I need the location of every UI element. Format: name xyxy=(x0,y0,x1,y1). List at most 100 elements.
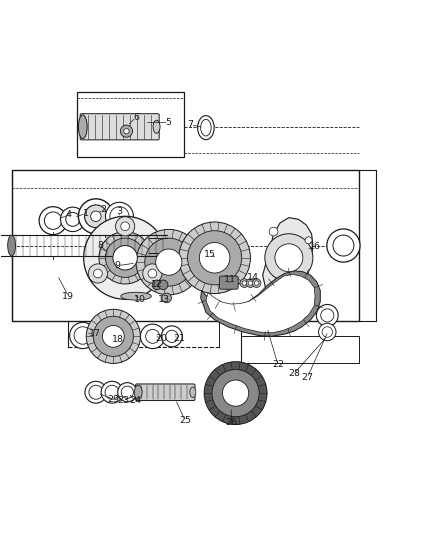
Text: 22: 22 xyxy=(272,360,284,369)
Text: 19: 19 xyxy=(62,292,74,301)
Circle shape xyxy=(254,281,259,285)
Circle shape xyxy=(265,234,313,282)
Circle shape xyxy=(121,386,134,398)
Circle shape xyxy=(106,238,145,277)
Circle shape xyxy=(60,207,85,231)
Circle shape xyxy=(102,326,124,348)
Ellipse shape xyxy=(134,385,142,399)
Polygon shape xyxy=(77,92,184,157)
Circle shape xyxy=(88,264,107,283)
Circle shape xyxy=(152,280,162,289)
Circle shape xyxy=(91,211,101,222)
Polygon shape xyxy=(12,171,359,321)
Ellipse shape xyxy=(153,120,160,133)
Circle shape xyxy=(118,383,137,402)
Circle shape xyxy=(302,284,311,293)
Ellipse shape xyxy=(121,292,151,300)
Text: 7: 7 xyxy=(187,120,194,129)
Text: 20: 20 xyxy=(155,334,167,343)
Text: 2: 2 xyxy=(100,205,106,214)
Circle shape xyxy=(85,381,107,403)
Circle shape xyxy=(116,217,135,236)
Circle shape xyxy=(66,212,80,227)
Text: 3: 3 xyxy=(117,207,123,216)
Circle shape xyxy=(143,264,162,283)
Text: 29: 29 xyxy=(107,395,119,403)
Text: 13: 13 xyxy=(159,295,170,304)
Circle shape xyxy=(148,269,157,278)
Text: 1: 1 xyxy=(83,209,89,218)
Circle shape xyxy=(179,222,251,294)
Circle shape xyxy=(93,316,134,357)
Circle shape xyxy=(333,235,354,256)
Circle shape xyxy=(187,231,242,285)
Ellipse shape xyxy=(78,115,87,139)
Circle shape xyxy=(85,205,107,228)
Circle shape xyxy=(106,203,134,230)
Text: 14: 14 xyxy=(247,273,259,282)
Circle shape xyxy=(155,249,182,275)
Text: 5: 5 xyxy=(166,118,172,127)
Circle shape xyxy=(89,385,103,399)
Circle shape xyxy=(199,243,230,273)
Text: 21: 21 xyxy=(173,334,185,343)
Text: 23: 23 xyxy=(118,397,130,406)
Circle shape xyxy=(114,247,136,269)
Text: 28: 28 xyxy=(288,369,300,378)
Text: 6: 6 xyxy=(133,112,139,122)
Circle shape xyxy=(145,238,193,286)
Circle shape xyxy=(321,309,334,322)
Circle shape xyxy=(70,322,96,349)
Circle shape xyxy=(322,327,332,337)
Circle shape xyxy=(78,199,113,234)
Circle shape xyxy=(74,327,92,344)
Circle shape xyxy=(212,369,259,417)
Text: 10: 10 xyxy=(134,295,146,304)
Text: 25: 25 xyxy=(179,416,191,425)
Polygon shape xyxy=(206,274,315,333)
Circle shape xyxy=(204,362,267,425)
FancyBboxPatch shape xyxy=(80,114,159,140)
Text: 12: 12 xyxy=(151,280,163,289)
Circle shape xyxy=(223,380,249,406)
Ellipse shape xyxy=(198,116,214,140)
Circle shape xyxy=(94,269,102,278)
Polygon shape xyxy=(263,217,313,302)
Text: 17: 17 xyxy=(88,329,101,338)
Text: 11: 11 xyxy=(224,275,236,284)
Circle shape xyxy=(113,246,138,270)
Text: 16: 16 xyxy=(309,243,321,252)
Circle shape xyxy=(124,128,129,134)
Circle shape xyxy=(166,330,178,343)
Circle shape xyxy=(141,324,165,349)
Circle shape xyxy=(275,244,303,272)
Circle shape xyxy=(318,323,336,341)
Polygon shape xyxy=(201,271,320,336)
FancyBboxPatch shape xyxy=(136,384,195,400)
Circle shape xyxy=(246,279,255,287)
Circle shape xyxy=(248,281,253,285)
Circle shape xyxy=(305,237,312,244)
Circle shape xyxy=(39,207,67,235)
Circle shape xyxy=(121,222,130,231)
Text: 27: 27 xyxy=(301,373,313,382)
Circle shape xyxy=(269,227,278,236)
Ellipse shape xyxy=(190,387,196,398)
Circle shape xyxy=(158,280,168,289)
Circle shape xyxy=(136,229,201,295)
Polygon shape xyxy=(241,336,359,364)
Text: 4: 4 xyxy=(65,211,71,220)
Text: 15: 15 xyxy=(204,250,216,259)
Circle shape xyxy=(99,231,151,284)
Circle shape xyxy=(84,216,166,299)
Text: 8: 8 xyxy=(97,241,103,250)
Ellipse shape xyxy=(201,119,211,136)
Circle shape xyxy=(161,326,182,347)
Text: 26: 26 xyxy=(225,418,237,427)
FancyBboxPatch shape xyxy=(219,276,238,289)
Text: 24: 24 xyxy=(129,397,141,406)
Circle shape xyxy=(110,207,129,226)
Circle shape xyxy=(240,279,249,287)
Circle shape xyxy=(242,281,247,285)
Circle shape xyxy=(316,304,338,326)
